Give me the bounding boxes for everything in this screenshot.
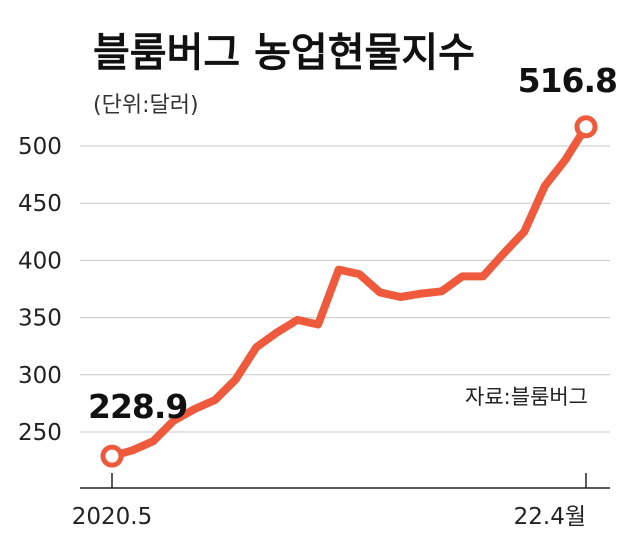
- data-label-end: 516.8: [518, 61, 617, 100]
- y-tick-label: 500: [18, 134, 62, 160]
- data-point-end: [574, 115, 598, 139]
- y-axis-ticks: 500 450 400 350 300 250: [18, 134, 62, 446]
- x-tick-label-end: 22.4월: [514, 504, 586, 530]
- y-tick-label: 350: [18, 306, 62, 332]
- unit-label: (단위:달러): [93, 93, 199, 118]
- data-label-start: 228.9: [88, 387, 187, 426]
- y-tick-label: 450: [18, 191, 62, 217]
- chart-title: 블룸버그 농업현물지수: [93, 30, 475, 76]
- gridlines: [80, 145, 610, 433]
- source-label: 자료:블룸버그: [465, 385, 588, 409]
- x-tick-label-start: 2020.5: [72, 504, 152, 530]
- data-point-start: [100, 444, 124, 468]
- series-line: [108, 122, 590, 461]
- y-tick-label: 300: [18, 363, 62, 389]
- y-tick-label: 250: [18, 420, 62, 446]
- y-tick-label: 400: [18, 248, 62, 274]
